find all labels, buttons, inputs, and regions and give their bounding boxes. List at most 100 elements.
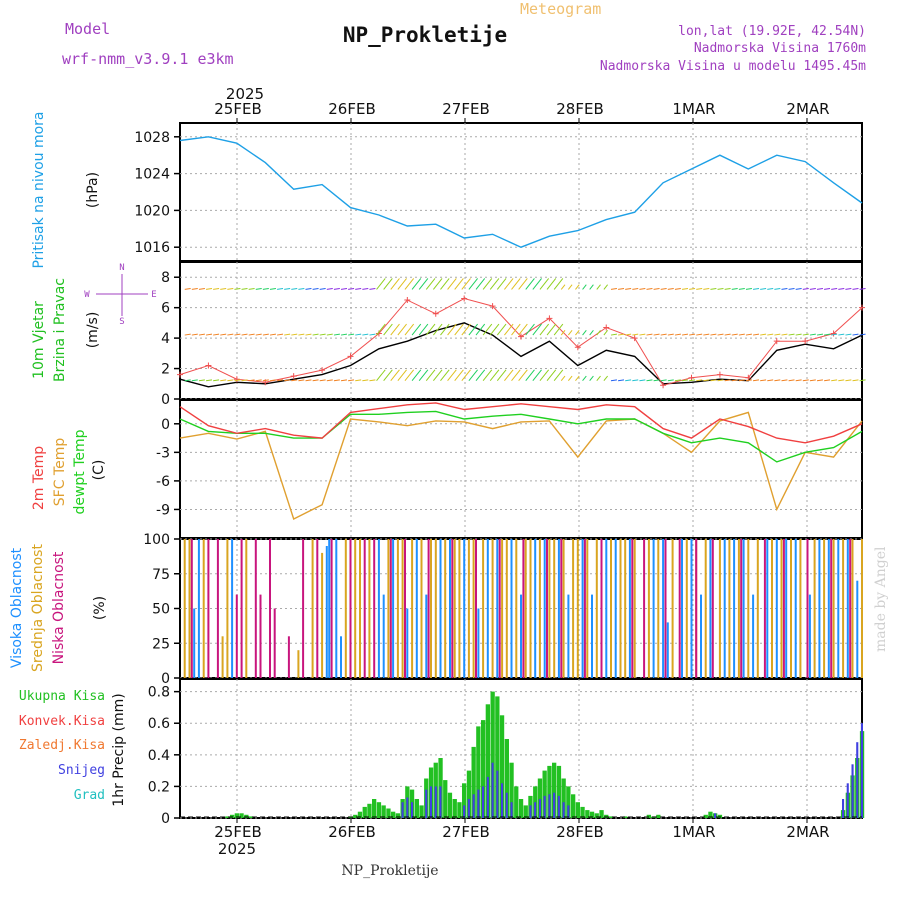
wind-gust-marker [518,333,524,340]
wind-arrow [496,369,507,382]
wind-gust-marker [660,382,667,389]
cloud-bar [404,539,406,678]
wind-arrow [425,323,436,336]
wind-arrow [809,288,816,290]
cloud-bar [425,594,428,678]
cloud-bar [354,539,357,678]
wind-gust-marker [432,310,439,317]
wind-gust-marker [830,330,837,337]
wind-arrow [845,333,852,336]
cloud-bar [269,539,271,678]
cloud-bar [510,539,513,678]
wind-arrow [845,379,852,382]
wind-arrow [220,288,227,290]
compass-east: E [151,290,156,300]
wind-arrow [198,379,205,382]
wind-arrow [298,288,305,290]
wind-arrow [241,379,248,382]
cloud-bar [685,539,688,678]
wind-arrow [703,379,710,382]
wind-arrow [284,288,291,290]
precip-total-bar [362,806,367,818]
panel-2: 0 -3 -6 -9 [156,399,863,539]
cloud-bar [538,539,541,678]
precip-total-bar [495,696,500,818]
wind-arrow [411,323,422,336]
model-name: wrf-nmm_v3.9.1 e3km [62,50,234,68]
wind-arrow [603,330,609,336]
wind-arrow [738,379,745,382]
cloud-bar [808,594,811,678]
precip-total-bar [509,762,514,818]
temp2m-line [179,402,863,444]
precip-snow-bar [534,802,537,818]
precip-snow-bar [496,770,499,818]
wind-arrow [525,278,535,290]
panel-frame [179,399,863,539]
wind-gust-marker [745,374,752,381]
cloud-bar [591,594,593,678]
cloud-bar [472,539,475,678]
wind-gust-marker [859,304,865,311]
wind-arrow [205,288,213,290]
cloud-bar [695,539,698,678]
precip-total-bar [571,794,576,818]
precip-total-bar [234,813,239,818]
wind-arrow [859,288,866,290]
wind-arrow [383,323,393,336]
cloud-bar [420,539,423,678]
wind-arrow [731,288,738,290]
wind-arrow [227,288,234,290]
wind-arrow [567,284,573,290]
wind-arrow [475,278,486,290]
cloud-bar [842,539,845,678]
precip-snow-bar [477,789,480,818]
precip-total-bar [381,805,386,818]
wind-arrow [369,379,376,382]
wind-arrow [831,333,838,336]
year-top: 2025 [226,85,264,103]
wind-arrow [717,288,724,290]
wind-arrow [838,333,845,336]
cloud-bar [190,539,193,678]
wind-arrow [369,333,376,336]
wind-arrow [838,379,845,382]
wind-arrow [689,333,696,336]
chart-subtitle: Meteogram [520,0,601,18]
wind-arrow [859,379,866,382]
wind-arrow [425,278,436,290]
wind-arrow [489,323,500,336]
precip-total-bar [419,805,424,818]
wind-arrow [674,288,681,290]
location-info: lon,lat (19.92E, 42.54N) [678,24,866,39]
wind-arrow [312,379,319,382]
cloud-bar [605,539,608,678]
precip-total-bar [499,715,505,818]
panel-0: 1016 1020 1024 1028 [134,122,863,262]
wind-arrow [596,284,601,290]
precip-total-bar [466,770,472,818]
precip-total-bar [452,799,457,818]
cloud-bar [832,539,835,678]
cloud-bar [475,539,477,678]
precip-total-bar [552,762,557,818]
cloud-bar [799,539,802,678]
cloud-bar [733,539,736,678]
wind-arrow [262,288,269,290]
precip-snow-label: Snijeg [58,763,105,778]
wind-arrow [213,379,220,382]
wind-gust-marker [233,376,240,383]
precip-snow-bar [562,802,565,818]
wind-arrow [489,369,500,382]
precip-total-label: Ukupna Kisa [19,689,105,704]
wind-arrow [639,333,646,336]
wind-arrow [724,288,731,290]
precip-snow-bar [486,776,489,818]
cloud-bar [183,539,186,678]
cloud-bar [813,539,816,678]
x-tick-label-bottom: 2MAR [786,823,829,841]
x-tick-label-top: 27FEB [442,100,489,118]
cloud-bar [643,539,646,678]
wind-arrow [348,333,355,336]
cloud-bar [747,539,750,678]
